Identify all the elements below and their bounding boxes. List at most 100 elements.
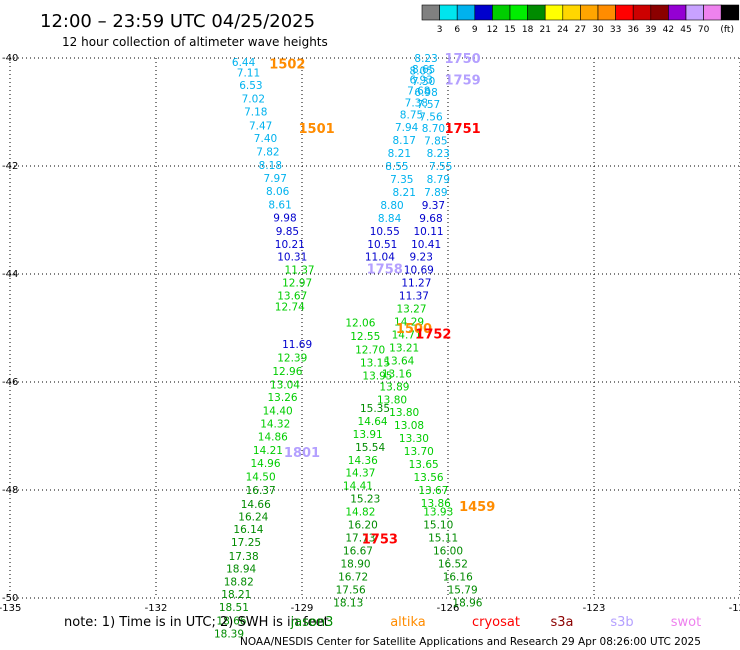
wave-height-value: 7.11	[237, 68, 260, 80]
wave-height-value: 7.40	[254, 133, 277, 145]
wave-height-value: 10.55	[370, 226, 400, 238]
x-tick-label: -120	[729, 603, 740, 614]
wave-height-value: 18.90	[341, 558, 371, 570]
wave-height-value: 13.16	[382, 368, 412, 380]
y-tick-label: -50	[2, 593, 18, 604]
wave-height-value: 18.13	[333, 597, 363, 609]
colorbar-swatch	[544, 4, 564, 21]
wave-height-value: 10.21	[275, 239, 305, 251]
pass-time-label: 1459	[459, 500, 495, 515]
mission-legend-cryosat: cryosat	[472, 615, 520, 630]
colorbar-label: 24	[557, 25, 569, 35]
colorbar-label: 70	[698, 25, 710, 35]
wave-height-value: 7.94	[395, 122, 419, 134]
wave-height-value: 13.21	[389, 342, 419, 354]
pass-time-label: 1758	[367, 263, 403, 278]
x-tick-label: -129	[291, 603, 314, 614]
chart-title: 12:00 – 23:59 UTC 04/25/2025	[40, 11, 315, 32]
wave-height-value: 16.67	[343, 545, 373, 557]
wave-height-value: 10.31	[277, 252, 307, 264]
colorbar-swatch	[720, 4, 740, 21]
wave-height-value: 13.80	[377, 394, 407, 406]
wave-height-value: 17.73	[345, 533, 375, 545]
x-tick-label: -126	[437, 603, 460, 614]
mission-legend-swot: swot	[671, 615, 701, 630]
wave-height-value: 11.04	[365, 252, 395, 264]
wave-height-value: 18.51	[219, 602, 249, 614]
colorbar-swatch	[668, 4, 687, 21]
wave-height-value: 12.55	[350, 331, 380, 343]
colorbar-swatch	[492, 4, 511, 21]
wave-height-value: 14.86	[258, 432, 288, 444]
wave-height-value: 9.37	[422, 200, 445, 212]
wave-height-value: 13.80	[389, 407, 419, 419]
wave-height-value: 16.24	[238, 511, 268, 523]
wave-height-value: 8.80	[380, 200, 403, 212]
colorbar-label: 12	[487, 25, 498, 35]
wave-height-value: 7.85	[424, 136, 447, 148]
wave-height-value: 16.00	[433, 545, 463, 557]
wave-height-value: 17.38	[229, 551, 259, 563]
wave-height-values: 6.447.116.53 7.027.18 7.477.407.82 8.187.97…	[214, 53, 483, 641]
wave-height-value: 7.47	[249, 121, 272, 133]
pass-time-label: 1750	[445, 52, 481, 67]
colorbar-swatch	[509, 4, 528, 21]
wave-height-value: 15.11	[428, 533, 458, 545]
wave-height-value: 17.25	[231, 537, 261, 549]
wave-height-value: 10.69	[404, 265, 434, 277]
colorbar-swatch	[703, 4, 722, 21]
y-tick-label: -48	[2, 485, 18, 496]
colorbar-label: 45	[680, 25, 691, 35]
colorbar-label: 3	[437, 25, 443, 35]
wave-height-value: 18.39	[214, 629, 244, 641]
wave-height-value: 17.56	[336, 584, 366, 596]
footer-credit: NOAA/NESDIS Center for Satellite Applica…	[240, 636, 701, 648]
wave-height-value: 13.70	[404, 446, 434, 458]
wave-height-value: 13.64	[384, 355, 414, 367]
colorbar-label: 21	[539, 25, 550, 35]
wave-height-value: 13.56	[414, 472, 444, 484]
pass-time-label: 1801	[284, 446, 320, 461]
x-tick-label: -123	[583, 603, 606, 614]
wave-height-value: 12.74	[275, 301, 305, 313]
colorbar-swatch	[632, 4, 652, 21]
wave-height-value: 7.02	[242, 94, 265, 106]
wave-height-value: 13.04	[270, 380, 300, 392]
wave-height-value: 12.96	[272, 366, 302, 378]
wave-height-value: 11.37	[285, 265, 315, 277]
mission-legend-altika: altika	[390, 615, 426, 630]
wave-height-value: 16.52	[438, 558, 468, 570]
wave-height-value: 12.97	[282, 278, 312, 290]
y-tick-label: -46	[2, 377, 18, 388]
colorbar-swatch	[439, 4, 458, 21]
colorbar-label: 18	[522, 25, 534, 35]
wave-height-value: 13.86	[421, 498, 451, 510]
wave-height-value: 7.56	[419, 111, 443, 123]
colorbar-swatch	[527, 4, 546, 21]
wave-height-value: 15.23	[350, 494, 380, 506]
pass-time-label: 1752	[415, 327, 451, 342]
wave-height-value: 13.67	[277, 291, 307, 303]
colorbar-label: 30	[592, 25, 604, 35]
mission-legend-s3a: s3a	[550, 615, 573, 630]
wave-height-value: 14.32	[260, 419, 290, 431]
wave-height-value: 8.79	[427, 174, 450, 186]
wave-height-value: 18.82	[224, 576, 254, 588]
x-tick-label: -135	[0, 603, 21, 614]
wave-height-value: 11.37	[399, 291, 429, 303]
wave-height-value: 9.85	[276, 226, 299, 238]
wave-height-value: 8.75	[400, 110, 423, 122]
wave-height-value: 8.23	[414, 53, 437, 65]
wave-height-value: 14.66	[241, 499, 271, 511]
wave-height-value: 7.18	[244, 106, 267, 118]
wave-height-value: 18.96	[452, 597, 482, 609]
wave-height-value: 7.57	[417, 99, 440, 111]
colorbar-label: 27	[575, 25, 586, 35]
wave-height-value: 8.70	[422, 123, 445, 135]
wave-height-value: 6.98	[414, 87, 437, 99]
wave-height-value: 13.65	[409, 459, 439, 471]
wave-height-value: 7.82	[256, 146, 279, 158]
colorbar-label: 39	[645, 25, 657, 35]
